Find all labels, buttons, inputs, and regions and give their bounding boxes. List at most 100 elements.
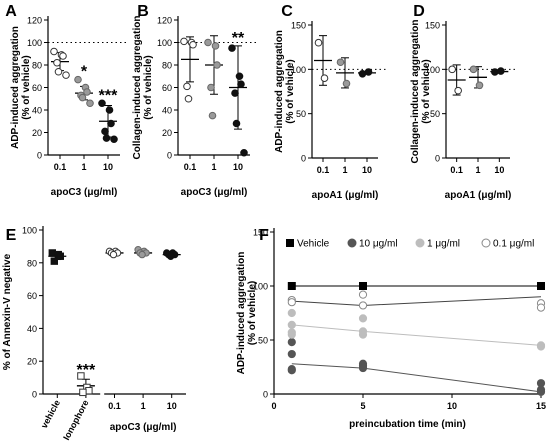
x-tick-label: 5 <box>360 401 365 411</box>
y-axis-label: (% of vehicle) <box>421 59 432 123</box>
y-tick-label: 100 <box>157 38 172 48</box>
panel-E: E 0 20 40 60 80 100 % of Annexin-V negative vehi… <box>2 226 186 442</box>
data-point <box>232 119 241 128</box>
data-point <box>105 106 114 114</box>
y-tick-label: 100 <box>291 65 306 75</box>
series-line <box>291 324 542 346</box>
x-tick-label: 15 <box>536 401 546 411</box>
data-point <box>536 342 546 351</box>
y-tick-label: 40 <box>162 106 172 116</box>
data-point <box>358 330 368 339</box>
data-point <box>78 93 87 102</box>
data-point <box>79 388 87 397</box>
legend-label: 10 μg/ml <box>359 239 398 250</box>
y-axis-label: % of Annexin-V negative <box>2 253 13 370</box>
data-point <box>231 89 239 97</box>
x-tick-label: 0.1 <box>450 165 463 175</box>
data-point <box>537 282 545 290</box>
y-tick-label: 100 <box>253 282 268 292</box>
y-tick-label: 150 <box>425 21 440 31</box>
data-point <box>53 58 61 67</box>
data-point <box>497 67 505 75</box>
y-tick-label: 60 <box>32 83 42 93</box>
legend-label: 0.1 μg/ml <box>493 239 534 250</box>
data-point <box>50 257 58 265</box>
data-point <box>287 366 296 375</box>
significance-marker: *** <box>99 87 118 104</box>
y-axis-label: (% of vehicle) <box>247 281 258 345</box>
data-point <box>358 314 368 323</box>
data-point <box>180 37 188 46</box>
data-point <box>183 82 191 91</box>
data-point <box>287 349 296 359</box>
y-tick-label: 0 <box>37 151 42 161</box>
data-point <box>62 71 70 79</box>
data-point <box>287 338 296 347</box>
legend-marker <box>415 238 425 248</box>
data-point <box>207 83 215 92</box>
y-axis-label: (% of vehicle) <box>143 55 154 119</box>
x-tick-label: 10 <box>167 401 177 411</box>
y-tick-label: 80 <box>162 61 172 71</box>
significance-marker: *** <box>77 362 96 379</box>
y-tick-label: 20 <box>27 357 37 367</box>
legend-marker <box>347 238 357 248</box>
y-tick-label: 20 <box>32 128 42 138</box>
x-axis-label: apoC3 (μg/ml) <box>51 187 118 198</box>
data-point <box>86 99 94 108</box>
y-tick-label: 40 <box>32 106 42 116</box>
y-tick-label: 100 <box>425 65 440 75</box>
data-point <box>336 58 345 67</box>
legend-label: 1 μg/ml <box>427 239 460 250</box>
data-point <box>448 65 456 74</box>
data-point <box>320 74 329 82</box>
data-point <box>287 308 296 318</box>
panel-letter: F <box>259 227 269 244</box>
x-tick-label: 10 <box>103 162 113 172</box>
legend-marker <box>286 239 294 247</box>
data-point <box>469 65 478 74</box>
x-tick-label: 1 <box>211 162 216 172</box>
y-axis-label: ADP-induced aggregation <box>274 30 285 153</box>
panel-letter: A <box>5 3 17 20</box>
data-point <box>235 72 244 81</box>
series-line <box>291 296 542 306</box>
y-tick-label: 20 <box>162 128 172 138</box>
y-axis-label: (% of vehicle) <box>21 55 32 119</box>
y-tick-label: 120 <box>27 16 42 26</box>
data-point <box>342 79 351 88</box>
y-axis-label: ADP-induced aggregation <box>10 26 21 149</box>
y-tick-label: 100 <box>22 226 37 236</box>
y-tick-label: 0 <box>32 390 37 400</box>
data-point <box>56 252 64 260</box>
x-tick-label: 1 <box>141 401 146 411</box>
data-point <box>74 75 82 84</box>
y-axis-label: Collagen-induced aggregation <box>132 16 143 160</box>
y-tick-label: 50 <box>430 109 440 119</box>
data-point <box>102 134 111 142</box>
data-point <box>85 387 93 395</box>
x-tick-label: 10 <box>362 165 372 175</box>
data-point <box>77 372 85 380</box>
data-point <box>204 38 212 47</box>
x-tick-label: 0.1 <box>184 162 197 172</box>
x-tick-label: 1 <box>342 165 347 175</box>
y-tick-label: 100 <box>27 38 42 48</box>
data-point <box>358 290 368 299</box>
data-point <box>83 88 91 96</box>
data-point <box>110 135 118 144</box>
x-tick-label: 0.1 <box>317 165 330 175</box>
y-tick-label: 0 <box>263 390 268 400</box>
x-tick-label: 10 <box>494 165 504 175</box>
x-axis-label: apoC3 (μg/ml) <box>181 187 248 198</box>
y-tick-label: 150 <box>291 21 306 31</box>
y-tick-label: 80 <box>32 61 42 71</box>
y-tick-label: 60 <box>27 291 37 301</box>
data-point <box>359 282 367 290</box>
x-axis-label: apoC3 (μg/ml) <box>110 422 177 433</box>
y-axis-label: Collagen-induced aggregation <box>410 20 421 164</box>
x-tick-label: 0 <box>271 401 276 411</box>
y-tick-label: 50 <box>296 109 306 119</box>
data-point <box>184 94 193 103</box>
